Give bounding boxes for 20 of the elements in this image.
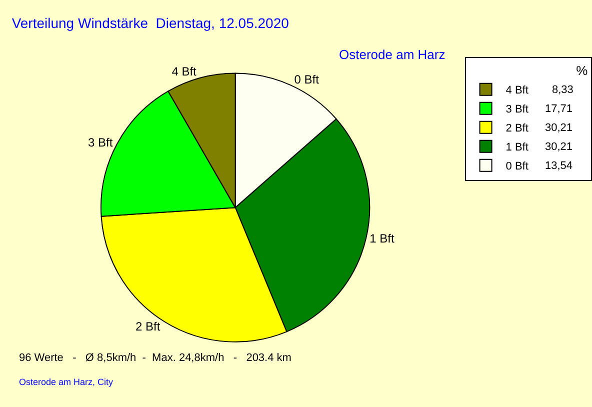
legend-title: % [468,62,588,78]
text: Osterode am Harz, City [19,377,114,387]
slice-label: 2 Bft [136,320,161,334]
data-label: 30,21 [545,141,573,153]
text: 96 Werte - Ø 8,5km/h - Max. 24,8km/h - 203.4 km [19,352,292,364]
chart-subtitle: Osterode am Harz [339,47,446,62]
data-label: 17,71 [545,103,573,115]
chart-title: Verteilung Windstärke Dienstag, 12.05.2020 [12,15,290,32]
data-label: 30,21 [545,122,573,134]
legend-label: 3 Bft [506,104,528,116]
slice-label: 3 Bft [88,136,114,150]
legend-label: 4 Bft [506,84,528,97]
data-label: 8,33 [552,84,574,96]
slice-label: 0 Bft [294,72,320,86]
slice-label: 4 Bft [172,64,198,78]
data-label: 13,54 [545,160,573,172]
legend-label: 2 Bft [506,122,528,135]
legend-label: 0 Bft [506,160,528,173]
slice-label: 1 Bft [370,231,395,246]
legend-label: 1 Bft [506,142,528,154]
